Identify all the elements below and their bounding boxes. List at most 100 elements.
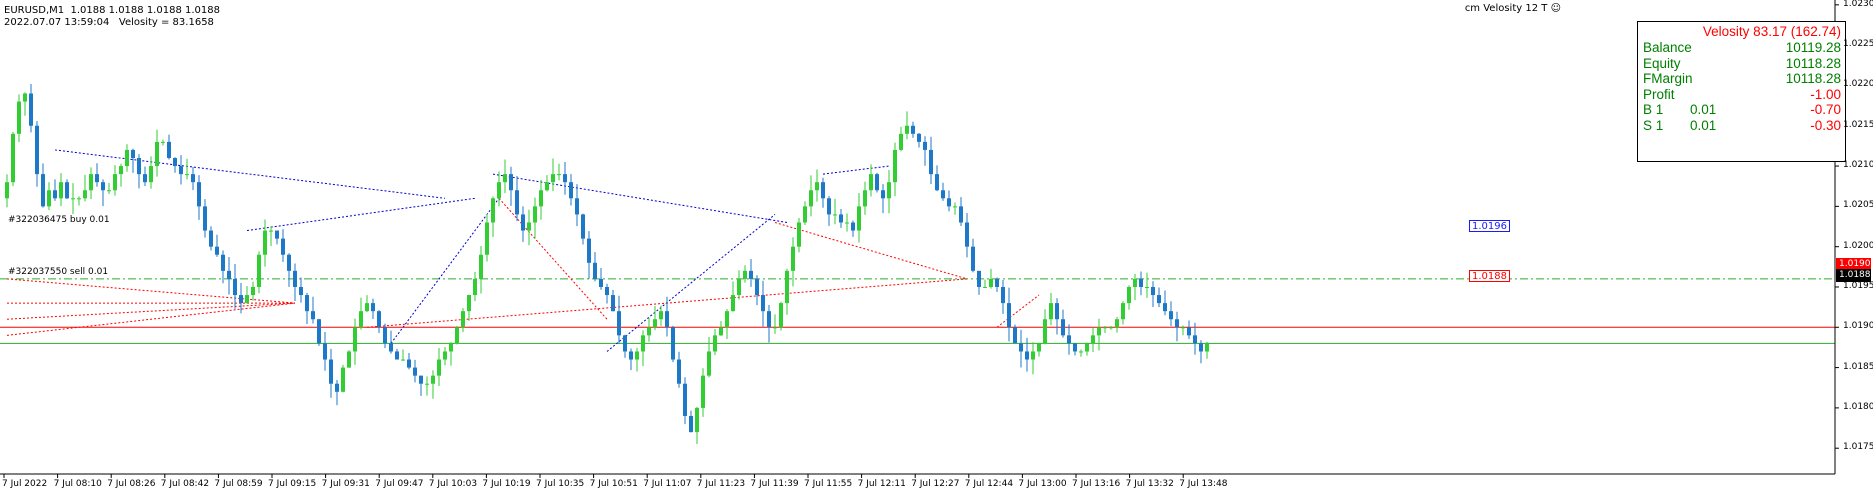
candle-body xyxy=(143,174,147,183)
panel-row: B 1 0.01 -0.70 xyxy=(1638,102,1845,118)
y-tick-label: 1.0185 xyxy=(1843,361,1873,372)
x-tick-label: 7 Jul 08:26 xyxy=(107,479,156,489)
candle-body xyxy=(509,174,513,191)
candle-body xyxy=(773,327,777,329)
candle-body xyxy=(839,214,843,223)
candle-body xyxy=(281,238,285,255)
candle-body xyxy=(551,174,555,183)
candle-body xyxy=(1007,303,1011,328)
candle-body xyxy=(1085,343,1089,352)
candle-body xyxy=(17,101,21,134)
candle-body xyxy=(77,198,81,200)
candle-body xyxy=(203,206,207,231)
candle-body xyxy=(1037,343,1041,352)
candle-body xyxy=(623,335,627,352)
candle-body xyxy=(677,359,681,384)
candle-body xyxy=(1151,286,1155,296)
candle-body xyxy=(1043,319,1047,344)
x-tick-label: 7 Jul 13:00 xyxy=(1018,479,1067,489)
x-tick-label: 7 Jul 13:48 xyxy=(1179,479,1228,489)
y-tick-label: 1.0180 xyxy=(1843,401,1873,412)
candle-body xyxy=(515,190,519,215)
candle-body xyxy=(857,206,861,231)
candle-body xyxy=(1121,303,1125,320)
candle-body xyxy=(929,149,933,175)
candle-body xyxy=(311,311,315,320)
y-tick-label: 1.0190 xyxy=(1843,321,1873,332)
candle-body xyxy=(1157,295,1161,304)
candle-body xyxy=(257,254,261,287)
candle-body xyxy=(1163,303,1167,312)
candle-body xyxy=(617,311,621,336)
candle-body xyxy=(983,286,987,288)
trade-connector-line xyxy=(54,149,446,199)
candle-body xyxy=(743,270,747,279)
x-tick-label: 7 Jul 11:07 xyxy=(643,479,692,489)
candle-body xyxy=(245,295,249,304)
candle-body xyxy=(419,375,423,384)
candle-body xyxy=(821,182,825,199)
candle-body xyxy=(947,198,951,207)
x-tick-label: 7 Jul 13:16 xyxy=(1072,479,1121,489)
x-tick-label: 7 Jul 08:10 xyxy=(53,479,102,489)
panel-row-label: FMargin xyxy=(1643,71,1693,86)
candle-body xyxy=(437,359,441,376)
y-tick-label: 1.0175 xyxy=(1843,442,1873,453)
x-tick-label: 7 Jul 12:11 xyxy=(857,479,906,489)
buy-price-tag[interactable]: 1.0196 xyxy=(1469,220,1510,232)
panel-row-value: 10119.28 xyxy=(1785,40,1841,55)
panel-row-label: Equity xyxy=(1643,55,1681,71)
candle-body xyxy=(191,174,195,183)
candle-body xyxy=(995,278,999,287)
candle-body xyxy=(1073,343,1077,352)
current-price: 1.0188 xyxy=(1836,269,1871,282)
candle-body xyxy=(803,206,807,223)
candle-body xyxy=(1133,278,1137,287)
candle-body xyxy=(185,174,189,176)
candle-body xyxy=(659,311,663,320)
candle-body xyxy=(383,327,387,344)
buy-order-label[interactable]: #322036475 buy 0.01 xyxy=(8,215,110,225)
candle-body xyxy=(635,351,639,360)
candle-body xyxy=(647,327,651,336)
candle-body xyxy=(815,182,819,191)
candle-body xyxy=(575,198,579,215)
candle-body xyxy=(1013,327,1017,344)
candle-body xyxy=(725,311,729,328)
sell-price-tag[interactable]: 1.0188 xyxy=(1469,270,1510,282)
candle-body xyxy=(239,295,243,304)
x-tick-label: 7 Jul 09:47 xyxy=(375,479,424,489)
candle-body xyxy=(881,190,885,199)
candle-body xyxy=(971,246,975,271)
candle-body xyxy=(95,174,99,183)
panel-row-value: 10118.28 xyxy=(1785,71,1841,86)
candle-body xyxy=(407,359,411,368)
candle-body xyxy=(809,190,813,207)
candle-body xyxy=(491,198,495,223)
candle-body xyxy=(521,214,525,231)
candle-body xyxy=(587,238,591,263)
candle-body xyxy=(671,327,675,360)
trade-connector-line xyxy=(6,302,296,320)
y-tick-label: 1.0215 xyxy=(1843,119,1873,130)
y-tick-label: 1.0205 xyxy=(1843,200,1873,211)
candle-body xyxy=(533,206,537,223)
candle-body xyxy=(221,254,225,271)
panel-row: Profit -1.00 xyxy=(1638,87,1845,103)
candle-body xyxy=(425,383,429,385)
candle-body xyxy=(305,295,309,312)
candle-body xyxy=(833,214,837,216)
panel-row: Balance 10119.28 xyxy=(1638,40,1845,56)
x-tick-label: 7 Jul 13:32 xyxy=(1125,479,1174,489)
candle-body xyxy=(197,182,201,207)
candle-body xyxy=(1079,351,1083,353)
candle-body xyxy=(461,311,465,328)
candle-body xyxy=(131,149,135,158)
candle-body xyxy=(101,182,105,191)
candle-body xyxy=(1139,278,1143,287)
sell-order-label[interactable]: #322037550 sell 0.01 xyxy=(8,267,109,277)
candle-body xyxy=(137,158,141,175)
candle-body xyxy=(233,278,237,296)
